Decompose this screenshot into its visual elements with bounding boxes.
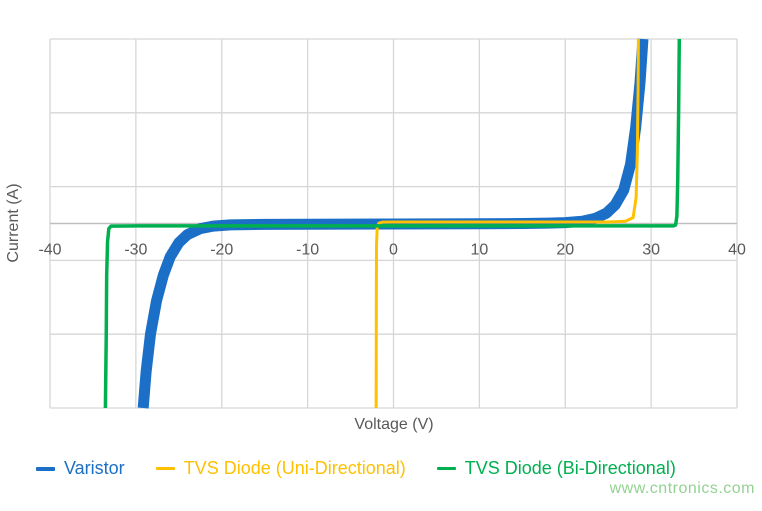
- x-tick-label: 20: [556, 242, 574, 259]
- x-tick-label: -30: [124, 242, 147, 259]
- x-tick-label: 40: [728, 242, 746, 259]
- legend-item-tvs-uni: TVS Diode (Uni-Directional): [155, 458, 406, 479]
- legend-item-varistor: Varistor: [36, 458, 125, 479]
- legend-label-varistor: Varistor: [64, 458, 125, 478]
- x-axis-title: Voltage (V): [354, 416, 434, 433]
- tvs-bi-line-swatch-icon: [436, 467, 456, 470]
- varistor-line-swatch-icon: [36, 466, 55, 471]
- x-tick-label: 0: [389, 242, 398, 259]
- x-tick-label: -20: [210, 242, 233, 259]
- y-axis-title: Current (A): [5, 183, 22, 263]
- tvs-uni-line-swatch-icon: [155, 467, 175, 470]
- x-tick-label: 10: [470, 242, 488, 259]
- legend-item-tvs-bi: TVS Diode (Bi-Directional): [436, 458, 676, 479]
- legend: Varistor TVS Diode (Uni-Directional) TVS…: [36, 458, 762, 479]
- watermark: www.cntronics.com: [609, 480, 755, 497]
- legend-label-tvs-bi: TVS Diode (Bi-Directional): [464, 458, 676, 478]
- x-tick-label: -40: [38, 242, 61, 259]
- legend-label-tvs-uni: TVS Diode (Uni-Directional): [183, 458, 406, 478]
- x-tick-label: 30: [642, 242, 660, 259]
- x-tick-label: -10: [296, 242, 319, 259]
